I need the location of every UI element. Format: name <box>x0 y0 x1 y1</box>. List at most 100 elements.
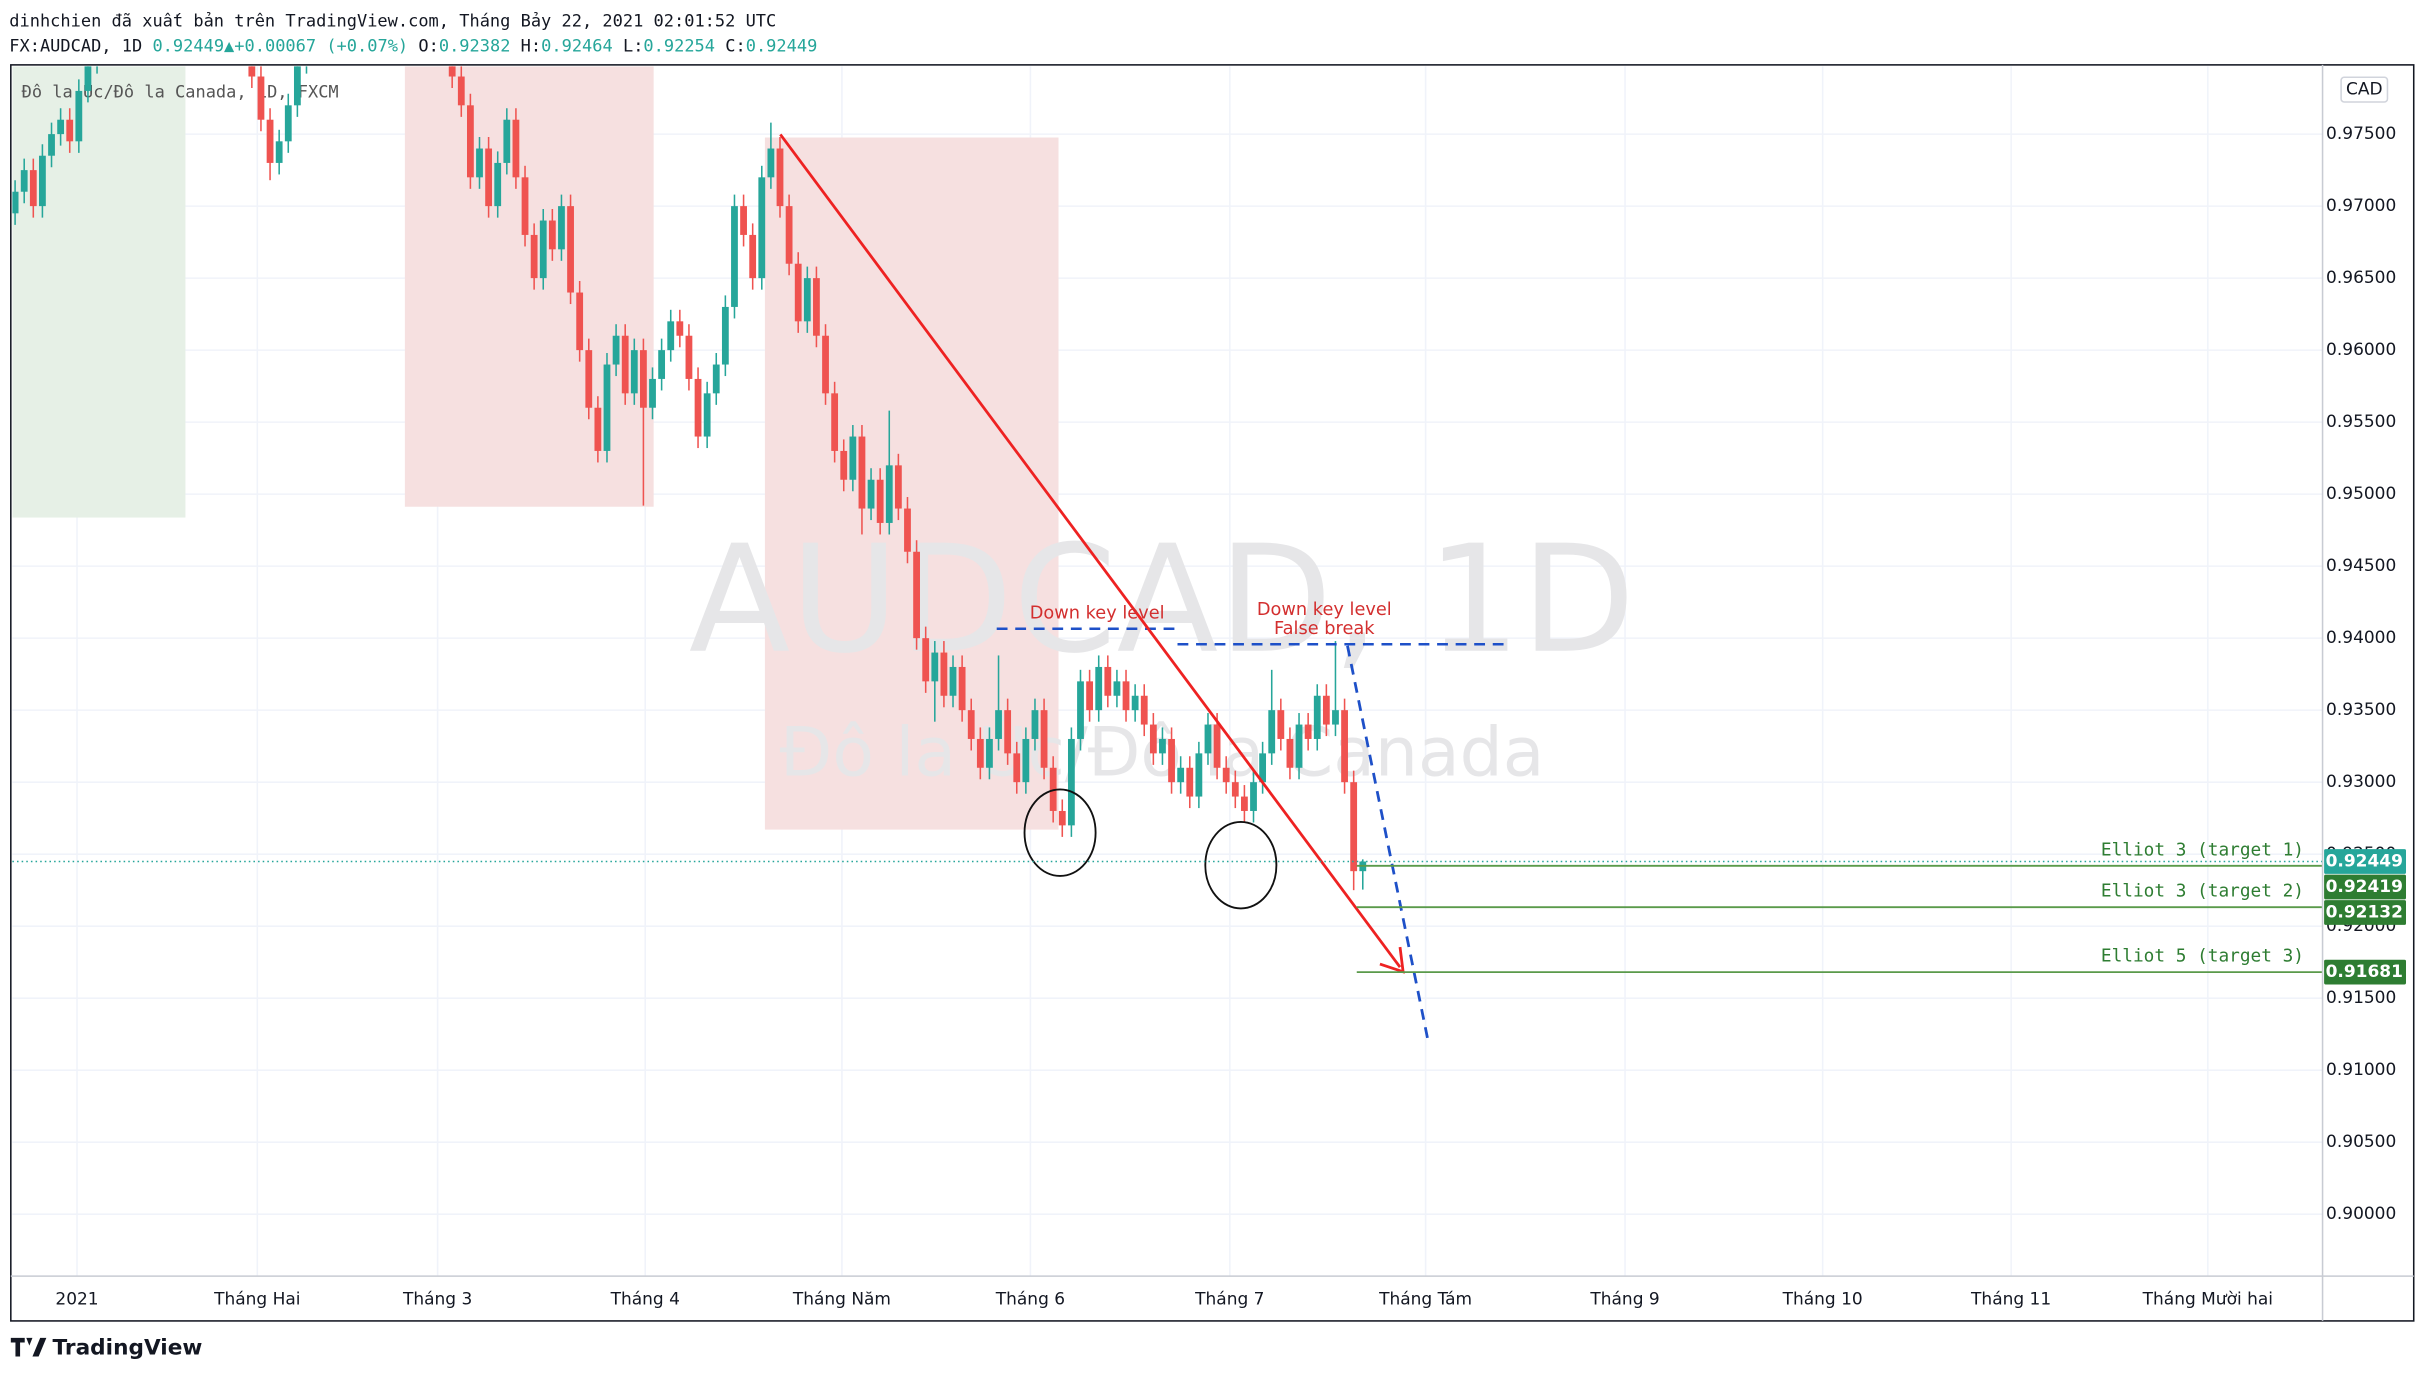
price-tag-label: 0.92419 <box>2326 877 2403 897</box>
high-value: 0.92464 <box>541 36 613 56</box>
candle-body <box>1286 738 1294 768</box>
candle-body <box>1195 753 1203 797</box>
candle-body <box>284 105 292 142</box>
candle-body <box>1322 695 1330 725</box>
currency: CAD <box>2346 80 2383 100</box>
candle-body <box>940 652 948 696</box>
y-tick-label: 0.97000 <box>2326 196 2396 216</box>
candle-body <box>1168 738 1175 783</box>
candle-body <box>1004 710 1012 754</box>
high-label: H: <box>521 36 541 56</box>
publisher-line: dinhchien đã xuất bản trên TradingView.c… <box>9 12 776 32</box>
candle-body <box>813 278 820 336</box>
candle-body <box>1304 724 1312 739</box>
circle-mark <box>1204 820 1278 910</box>
y-tick-label: 0.96000 <box>2326 340 2396 360</box>
x-tick-label: Tháng 6 <box>995 1289 1065 1309</box>
candle-body <box>567 206 574 293</box>
candle-body <box>1341 710 1348 783</box>
chart-frame <box>10 64 2415 1322</box>
candle-body <box>1241 796 1248 811</box>
candle-body <box>1268 710 1276 754</box>
annotation: Down key level <box>1257 600 1392 620</box>
candle-body <box>785 206 793 264</box>
candle-body <box>1350 782 1358 872</box>
x-tick-label: Tháng Mười hai <box>2142 1289 2273 1309</box>
open-label: O: <box>418 36 438 56</box>
low-label: L: <box>623 36 643 56</box>
brand: TradingView <box>10 1336 202 1361</box>
circle-mark <box>1023 788 1097 877</box>
candle-body <box>512 119 520 178</box>
candle-body <box>776 148 784 207</box>
annotation: Down key level <box>1030 603 1165 623</box>
target-label: Elliot 5 (target 3) <box>2101 947 2304 967</box>
y-tick-label: 0.95000 <box>2326 484 2396 504</box>
candle-body <box>1095 666 1103 711</box>
candle-body <box>712 364 720 394</box>
y-tick-label: 0.94500 <box>2326 556 2396 576</box>
y-tick-label: 0.91500 <box>2326 988 2396 1008</box>
candle-body <box>1104 666 1112 696</box>
price-tag <box>2324 959 2407 985</box>
candle-body <box>904 508 911 552</box>
candle-body <box>1077 681 1084 739</box>
candle-body <box>1140 695 1148 725</box>
candle-body <box>949 666 957 696</box>
x-tick-label: Tháng 7 <box>1194 1289 1264 1309</box>
candle-body <box>1332 710 1339 725</box>
candle-body <box>676 321 684 336</box>
target-label: Elliot 3 (target 2) <box>2101 882 2304 902</box>
candle-body <box>466 105 474 178</box>
candle-body <box>649 378 656 408</box>
currency-box <box>2340 76 2389 103</box>
candle-body <box>1250 782 1257 811</box>
candle-body <box>840 450 848 480</box>
candle-body <box>1177 767 1185 783</box>
candle-body <box>1313 695 1321 739</box>
candle-body <box>958 666 966 711</box>
candle-body <box>721 306 729 365</box>
candle-body <box>1013 753 1021 783</box>
candle-body <box>612 335 620 365</box>
price-tag <box>2324 874 2407 900</box>
y-tick-label: 0.95500 <box>2326 412 2396 432</box>
brand-logo <box>10 1337 47 1357</box>
candle-body <box>84 66 92 91</box>
candle-body <box>530 234 538 279</box>
last-price: 0.92449 <box>152 36 224 56</box>
candle-body <box>494 162 502 207</box>
candle-body <box>1213 724 1221 768</box>
candle-body <box>548 220 556 250</box>
candle-body <box>594 407 602 451</box>
candle-body <box>731 206 738 307</box>
candle-body <box>822 335 829 394</box>
candle-body <box>57 119 65 135</box>
open-value: 0.92382 <box>439 36 511 56</box>
candle-body <box>1231 782 1239 797</box>
price-tag <box>2324 849 2407 874</box>
drawings-front <box>779 133 1512 1041</box>
candle-body <box>986 738 993 768</box>
candle-body <box>894 465 902 509</box>
y-tick-label: 0.90500 <box>2326 1132 2396 1152</box>
range-box-red <box>404 66 654 507</box>
candle-body <box>876 479 884 523</box>
candle-body <box>1131 695 1139 711</box>
candles <box>12 66 1367 891</box>
candle-body <box>248 66 256 77</box>
close-value: 0.92449 <box>746 36 818 56</box>
candle-body <box>476 148 483 178</box>
candle-body <box>749 234 757 279</box>
change: +0.00067 (+0.07%) <box>234 36 408 56</box>
candle-body <box>585 350 593 408</box>
candle-body <box>640 350 647 408</box>
x-tick-label: Tháng 9 <box>1589 1289 1659 1309</box>
candle-body <box>1058 810 1066 826</box>
candle-body <box>503 119 511 163</box>
trend-arrow <box>779 133 1402 968</box>
low-value: 0.92254 <box>643 36 715 56</box>
y-tick-label: 0.94000 <box>2326 628 2396 648</box>
y-tick-label: 0.90000 <box>2326 1204 2396 1224</box>
symbol: FX:AUDCAD, 1D <box>9 36 142 56</box>
